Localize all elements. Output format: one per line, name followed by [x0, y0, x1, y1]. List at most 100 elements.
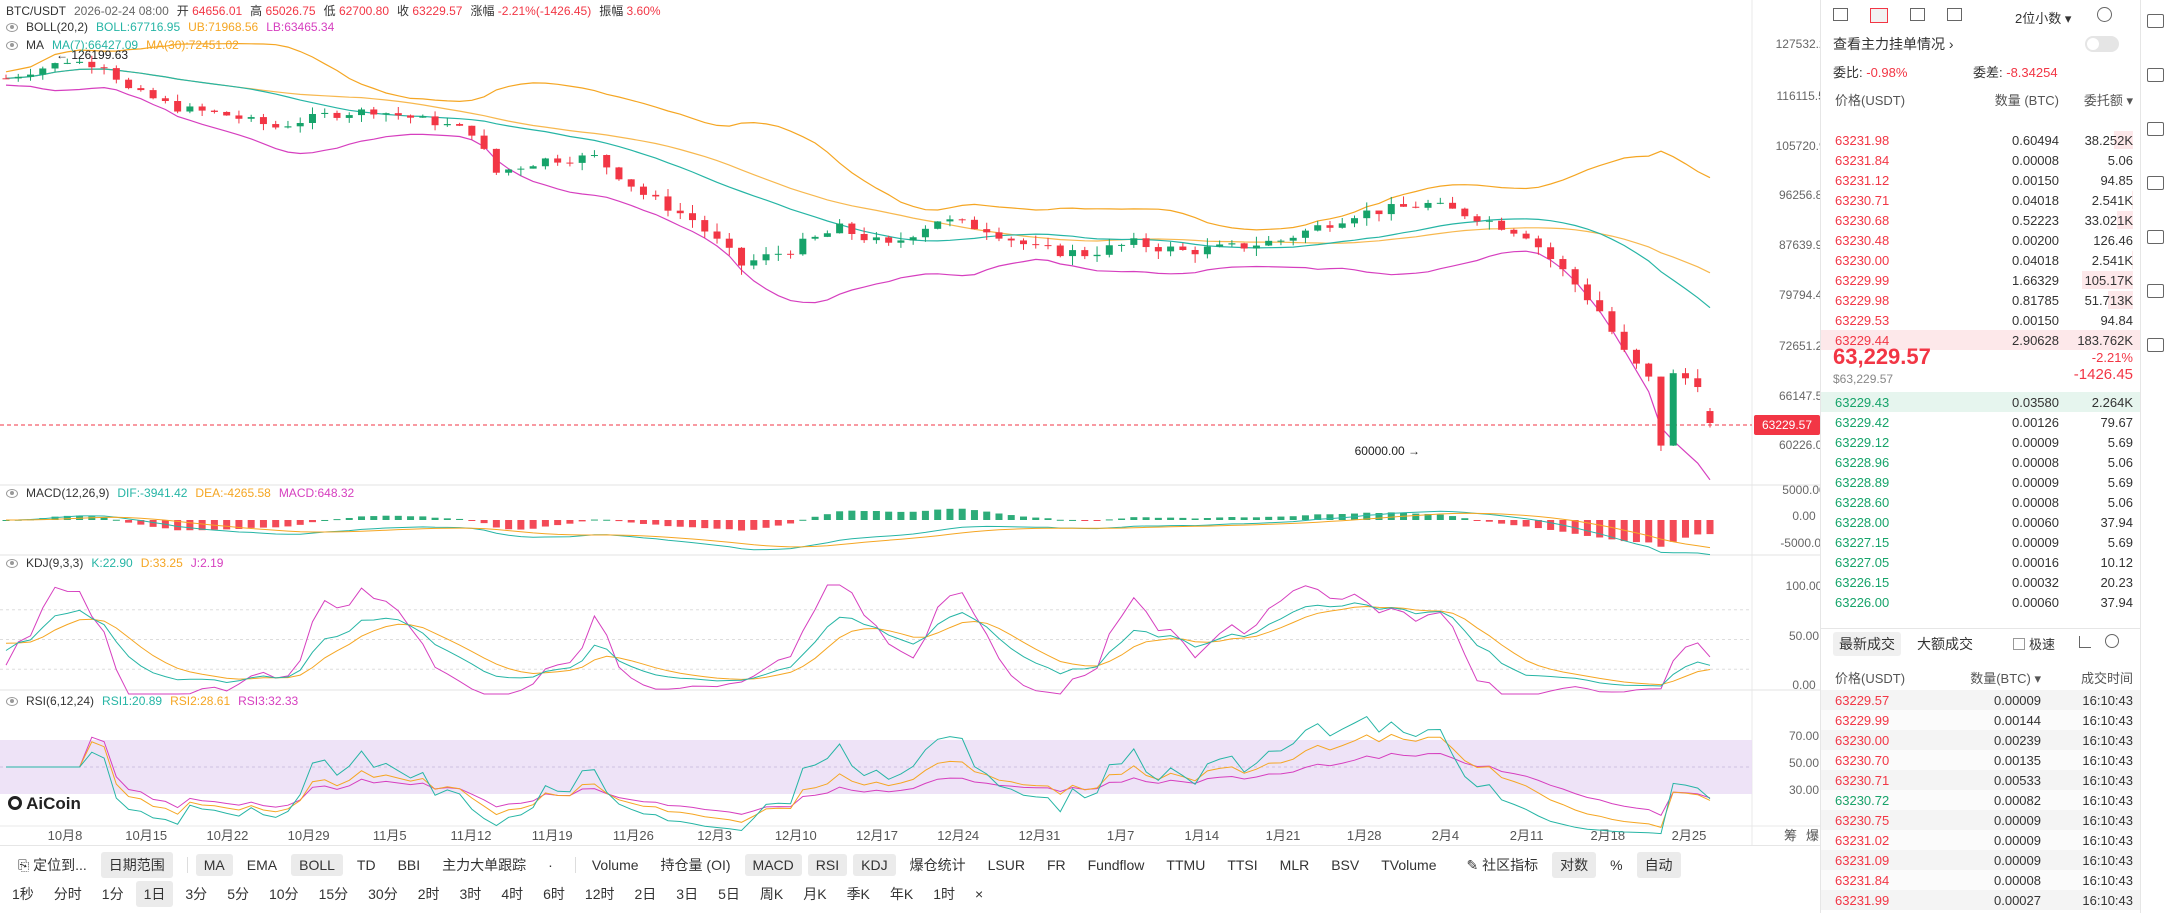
- indicator-0[interactable]: MA: [195, 854, 233, 876]
- settings-icon[interactable]: [2147, 338, 2164, 352]
- indicator-4[interactable]: BBI: [397, 857, 421, 873]
- alert-icon[interactable]: [2147, 122, 2164, 136]
- auto-scale-button[interactable]: 自动: [1636, 852, 1681, 878]
- bid-row[interactable]: 63228.60 0.00008 5.06: [1821, 492, 2141, 512]
- interval-16[interactable]: 5日: [718, 886, 740, 902]
- macd-legend[interactable]: MACD(12,26,9) DIF:-3941.42 DEA:-4265.58 …: [6, 486, 354, 500]
- interval-1[interactable]: 分时: [53, 886, 82, 902]
- watch-toggle[interactable]: [2085, 36, 2119, 52]
- ask-row[interactable]: 63231.12 0.00150 94.85: [1821, 170, 2141, 190]
- ask-row[interactable]: 63229.99 1.66329 105.17K: [1821, 270, 2141, 290]
- interval-2[interactable]: 1分: [101, 886, 124, 902]
- interval-4[interactable]: 3分: [185, 886, 208, 902]
- sub-indicator-9[interactable]: TTMU: [1166, 857, 1206, 873]
- tab-latest-trades[interactable]: 最新成交: [1833, 632, 1901, 656]
- interval-10[interactable]: 3时: [459, 886, 482, 902]
- bid-row[interactable]: 63229.12 0.00009 5.69: [1821, 432, 2141, 452]
- interval-19[interactable]: 季K: [846, 886, 870, 902]
- interval-21[interactable]: 1时: [933, 886, 956, 902]
- decimals-select[interactable]: 2位小数 ▾: [2015, 8, 2071, 27]
- book-asks-icon[interactable]: [1947, 8, 1962, 21]
- interval-17[interactable]: 周K: [759, 886, 784, 902]
- eye-icon[interactable]: [6, 22, 18, 32]
- ask-row[interactable]: 63229.98 0.81785 51.713K: [1821, 290, 2141, 310]
- settings-icon[interactable]: [2097, 7, 2112, 22]
- ask-row[interactable]: 63231.98 0.60494 38.252K: [1821, 130, 2141, 150]
- interval-3[interactable]: 1日: [135, 881, 174, 907]
- bid-row[interactable]: 63228.00 0.00060 37.94: [1821, 512, 2141, 532]
- ask-row[interactable]: 63230.48 0.00200 126.46: [1821, 230, 2141, 250]
- sub-indicator-1[interactable]: 持仓量 (OI): [660, 857, 731, 873]
- calc-icon[interactable]: [2147, 176, 2164, 190]
- ask-row[interactable]: 63229.53 0.00150 94.84: [1821, 310, 2141, 330]
- close-icon[interactable]: ×: [975, 886, 984, 902]
- sub-indicator-12[interactable]: BSV: [1331, 857, 1360, 873]
- sub-indicator-8[interactable]: Fundflow: [1087, 857, 1145, 873]
- interval-12[interactable]: 6时: [543, 886, 565, 902]
- interval-13[interactable]: 12时: [584, 886, 615, 902]
- sub-indicator-13[interactable]: TVolume: [1381, 857, 1437, 873]
- sub-indicator-2[interactable]: MACD: [744, 854, 802, 876]
- bid-row[interactable]: 63226.00 0.00060 37.94: [1821, 592, 2141, 612]
- kline-chart[interactable]: 127532.21 116115.56 105720.93 96256.82 87639…: [0, 0, 1820, 845]
- bid-row[interactable]: 63227.15 0.00009 5.69: [1821, 532, 2141, 552]
- book-bids-icon[interactable]: [1910, 8, 1925, 21]
- indicator-5[interactable]: 主力大单跟踪: [442, 857, 527, 873]
- chart-area[interactable]: 127532.21 116115.56 105720.93 96256.82 87639…: [0, 0, 1820, 845]
- eye-icon[interactable]: [6, 488, 18, 498]
- fast-checkbox[interactable]: [2013, 637, 2025, 650]
- sub-indicator-0[interactable]: Volume: [591, 857, 639, 873]
- ask-row[interactable]: 63229.44 2.90628 183.762K: [1821, 330, 2141, 350]
- bid-row[interactable]: 63228.89 0.00009 5.69: [1821, 472, 2141, 492]
- draw-icon[interactable]: [2147, 68, 2164, 82]
- watch-orders-link[interactable]: 查看主力挂单情况 ›: [1833, 34, 1954, 54]
- col-total[interactable]: 委托额 ▾: [2083, 93, 2133, 108]
- indicator-3[interactable]: TD: [356, 857, 376, 873]
- sub-indicator-4[interactable]: KDJ: [853, 854, 896, 876]
- eye-icon[interactable]: [6, 696, 18, 706]
- eye-icon[interactable]: [6, 558, 18, 568]
- more-indicators-icon[interactable]: ·: [548, 857, 553, 873]
- ask-row[interactable]: 63230.71 0.04018 2.541K: [1821, 190, 2141, 210]
- interval-0[interactable]: 1秒: [12, 886, 34, 902]
- expand-icon[interactable]: [2147, 14, 2164, 28]
- kdj-legend[interactable]: KDJ(9,3,3) K:22.90 D:33.25 J:2.19: [6, 556, 223, 570]
- interval-7[interactable]: 15分: [318, 886, 349, 902]
- bid-row[interactable]: 63229.43 0.03580 2.264K: [1821, 392, 2141, 412]
- boll-legend[interactable]: BOLL(20,2) BOLL:67716.95 UB:71968.56 LB:…: [6, 20, 334, 34]
- rsi-legend[interactable]: RSI(6,12,24) RSI1:20.89 RSI2:28.61 RSI3:…: [6, 694, 298, 708]
- sub-indicator-11[interactable]: MLR: [1279, 857, 1310, 873]
- eye-icon[interactable]: [6, 40, 18, 50]
- settings-icon[interactable]: [2105, 634, 2119, 648]
- log-scale-button[interactable]: 对数: [1552, 852, 1597, 878]
- ask-row[interactable]: 63230.68 0.52223 33.021K: [1821, 210, 2141, 230]
- interval-8[interactable]: 30分: [368, 886, 398, 902]
- fast-mode[interactable]: 极速: [2013, 634, 2055, 653]
- bid-row[interactable]: 63226.15 0.00032 20.23: [1821, 572, 2141, 592]
- sub-indicator-3[interactable]: RSI: [807, 854, 848, 876]
- interval-9[interactable]: 2时: [417, 886, 440, 902]
- sub-indicator-10[interactable]: TTSI: [1227, 857, 1258, 873]
- ask-row[interactable]: 63231.84 0.00008 5.06: [1821, 150, 2141, 170]
- bid-row[interactable]: 63228.96 0.00008 5.06: [1821, 452, 2141, 472]
- sub-indicator-5[interactable]: 爆仓统计: [909, 857, 966, 873]
- interval-6[interactable]: 10分: [268, 886, 299, 902]
- interval-20[interactable]: 年K: [889, 886, 914, 902]
- filter-icon[interactable]: [2079, 636, 2091, 648]
- locate-button[interactable]: ⎘ 定位到...: [18, 857, 87, 873]
- indicator-1[interactable]: EMA: [246, 857, 278, 873]
- ma-legend[interactable]: MA MA(7):66427.09 MA(30):72451.02: [6, 38, 239, 52]
- interval-5[interactable]: 5分: [227, 886, 249, 902]
- community-indicator-button[interactable]: ✎ 社区指标: [1466, 857, 1539, 873]
- robot-icon[interactable]: [2147, 284, 2164, 298]
- interval-15[interactable]: 3日: [676, 886, 699, 902]
- interval-11[interactable]: 4时: [501, 886, 524, 902]
- interval-18[interactable]: 月K: [803, 886, 827, 902]
- indicator-2[interactable]: BOLL: [291, 854, 343, 876]
- bid-row[interactable]: 63229.42 0.00126 79.67: [1821, 412, 2141, 432]
- percent-scale-button[interactable]: %: [1610, 857, 1623, 873]
- interval-14[interactable]: 2日: [634, 886, 657, 902]
- order-icon[interactable]: [2147, 230, 2164, 244]
- ask-row[interactable]: 63230.00 0.04018 2.541K: [1821, 250, 2141, 270]
- sub-indicator-6[interactable]: LSUR: [987, 857, 1025, 873]
